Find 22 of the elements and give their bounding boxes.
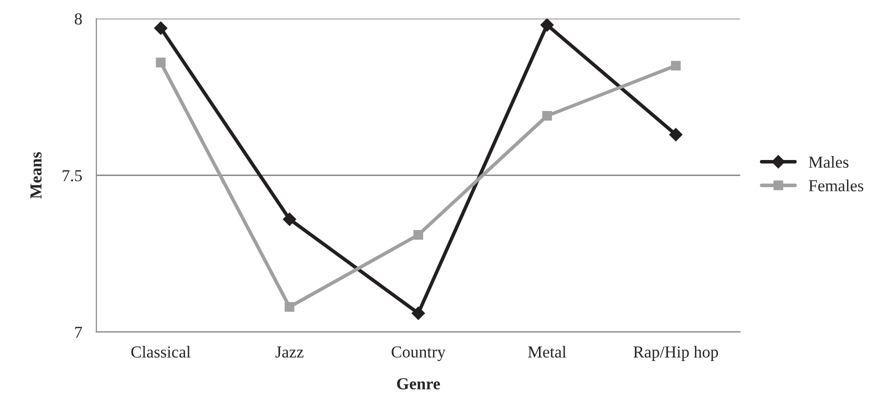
x-tick-label: Country <box>392 346 446 362</box>
x-tick-label: Metal <box>528 346 566 358</box>
legend-label: Females <box>808 180 864 192</box>
x-axis-title: Genre <box>397 378 440 390</box>
x-tick-label: Rap/Hip hop <box>633 346 718 362</box>
y-tick-label: 7.5 <box>62 170 82 182</box>
point <box>154 21 168 35</box>
point <box>282 212 296 226</box>
point <box>542 110 552 121</box>
point <box>156 58 166 68</box>
x-tick-label: Classical <box>131 346 190 358</box>
point <box>540 18 554 32</box>
point <box>411 306 426 320</box>
point <box>413 230 424 240</box>
point <box>284 302 294 312</box>
y-axis-title: Means <box>30 152 42 199</box>
y-tick-label: 7 <box>75 326 82 338</box>
point <box>670 60 681 71</box>
legend-label: Males <box>808 156 848 168</box>
point <box>668 128 683 142</box>
y-tick-label: 8 <box>74 13 82 25</box>
x-tick-label: Jazz <box>276 346 304 358</box>
